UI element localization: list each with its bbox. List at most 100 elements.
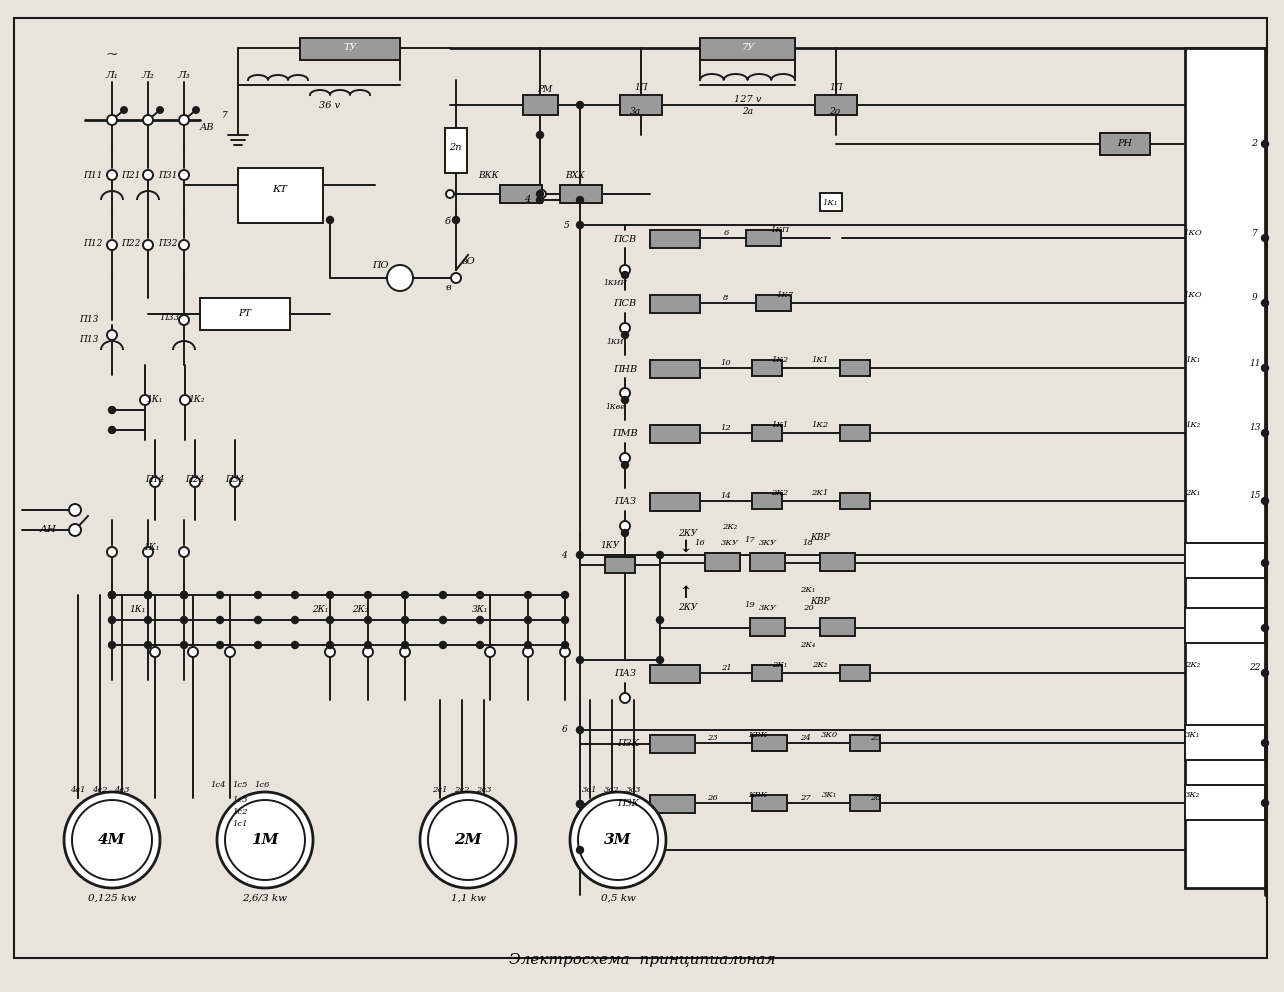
Circle shape [187,647,198,657]
Text: 6: 6 [561,725,568,734]
Bar [1185,48,1265,888]
Text: АН: АН [40,526,56,535]
Bar [523,95,559,115]
Circle shape [109,591,116,598]
Text: 3с3: 3с3 [627,786,642,794]
Bar [650,665,700,683]
Text: П34: П34 [225,475,245,484]
Circle shape [439,642,447,649]
Text: 4: 4 [561,551,568,559]
Circle shape [291,591,298,598]
Text: ВКК: ВКК [478,171,498,180]
Text: 1К2: 1К2 [811,421,828,429]
Text: 16: 16 [695,539,705,547]
Text: 1П: 1П [634,83,648,92]
Bar [752,360,782,376]
Circle shape [64,792,160,888]
Text: 1Кве: 1Кве [605,403,625,411]
Text: 19: 19 [745,601,755,609]
Bar [650,795,695,813]
Text: 3а: 3а [629,107,641,116]
Bar [840,425,871,441]
Text: 9: 9 [1252,294,1258,303]
Text: 27: 27 [800,794,810,802]
Bar [238,168,324,223]
Text: 2с1: 2с1 [433,786,448,794]
Circle shape [402,591,408,598]
Circle shape [230,477,240,487]
Circle shape [620,265,630,275]
Text: 18: 18 [802,539,813,547]
Bar [605,557,636,573]
Text: 1КИИ: 1КИИ [603,279,627,287]
Text: 3с2: 3с2 [605,786,620,794]
Text: 3КУ: 3КУ [722,539,738,547]
Text: ПМВ: ПМВ [612,430,638,438]
Circle shape [578,800,657,880]
Bar [650,493,700,511]
Circle shape [1261,300,1269,307]
Text: 3К₁: 3К₁ [471,605,488,614]
Circle shape [109,591,116,598]
Text: 26: 26 [706,794,718,802]
Text: 1М: 1М [252,833,279,847]
Circle shape [326,642,334,649]
Text: 36 v: 36 v [320,100,340,109]
Text: 3с1: 3с1 [582,786,598,794]
Circle shape [1261,625,1269,632]
Circle shape [577,657,583,664]
Circle shape [143,170,153,180]
Text: 2КУ: 2КУ [678,529,697,538]
Text: 2а: 2а [742,107,754,116]
Bar [1100,133,1150,155]
Text: Электросхема  принципиальная: Электросхема принципиальная [508,953,776,967]
Text: П32: П32 [158,238,177,247]
Text: 1с2: 1с2 [232,808,248,816]
Text: 3К₁: 3К₁ [1185,731,1201,739]
Bar [200,298,290,330]
Bar [650,295,700,313]
Text: 1с5: 1с5 [232,781,248,789]
Circle shape [386,265,413,291]
Text: РТ: РТ [239,310,252,318]
Circle shape [69,524,81,536]
Circle shape [620,453,630,463]
Bar [850,735,880,751]
Circle shape [143,115,153,125]
Circle shape [107,240,117,250]
Bar [820,618,855,636]
Text: 1К₂: 1К₂ [1185,421,1201,429]
Circle shape [401,647,410,657]
Text: 2М: 2М [455,833,482,847]
Circle shape [1261,234,1269,241]
Bar [756,295,791,311]
Circle shape [143,240,153,250]
Text: 14: 14 [720,492,732,500]
Text: 24: 24 [800,734,810,742]
Text: 2о: 2о [829,107,841,116]
Bar [446,128,467,173]
Circle shape [145,616,152,624]
Circle shape [109,642,116,649]
Text: 2с3: 2с3 [476,786,492,794]
Circle shape [193,107,199,113]
Circle shape [365,591,371,598]
Text: 2К₄: 2К₄ [800,641,815,649]
Text: 1с6: 1с6 [254,781,270,789]
Circle shape [181,642,187,649]
Circle shape [143,547,153,557]
Circle shape [577,552,583,558]
Circle shape [523,647,533,657]
Circle shape [157,107,163,113]
Text: 1П: 1П [829,83,842,92]
Bar [560,185,602,203]
Bar [650,360,700,378]
Text: Л₁: Л₁ [105,70,118,79]
Text: Л₃: Л₃ [177,70,190,79]
Circle shape [180,395,190,405]
Text: 2К₁: 2К₁ [800,586,815,594]
Circle shape [1261,670,1269,677]
Text: 4: 4 [524,195,530,204]
Text: П22: П22 [121,238,141,247]
Text: 1К₂: 1К₂ [189,396,205,405]
